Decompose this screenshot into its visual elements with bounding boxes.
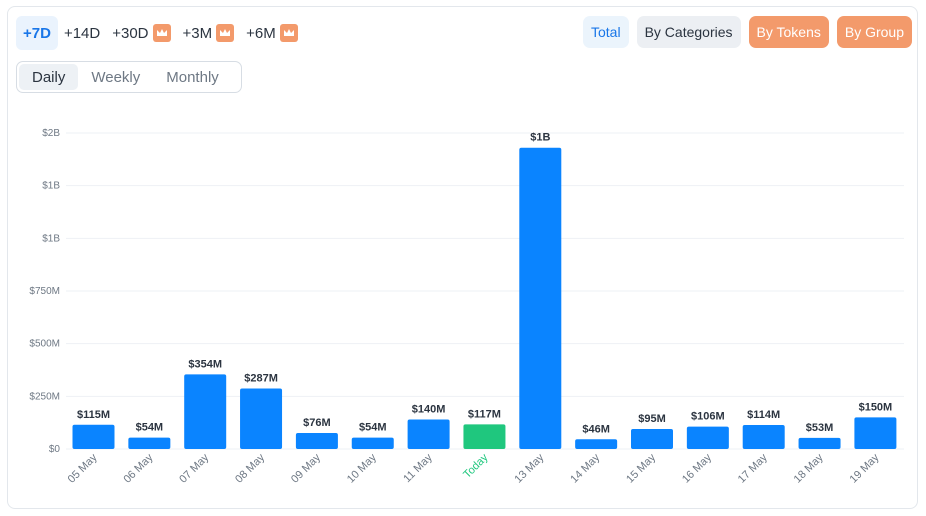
time-range-selector: +7D +14D +30D +3M +6M: [16, 16, 304, 50]
range-6m[interactable]: +6M: [240, 16, 304, 50]
y-tick-label: $2B: [42, 128, 60, 139]
range-label: +14D: [63, 24, 101, 42]
range-label: +7D: [23, 24, 51, 42]
x-tick-label: 15 May: [624, 451, 658, 485]
crown-icon: [216, 24, 235, 42]
bar[interactable]: [128, 437, 171, 449]
view-tokens-button[interactable]: By Tokens: [748, 16, 829, 48]
bar[interactable]: [463, 424, 506, 449]
data-label: $1B: [530, 132, 550, 144]
period-monthly[interactable]: Monthly: [166, 68, 219, 86]
data-label: $53M: [806, 422, 834, 434]
bar[interactable]: [295, 432, 338, 449]
bar[interactable]: [72, 424, 115, 449]
range-3m[interactable]: +3M: [177, 16, 241, 50]
data-label: $150M: [859, 401, 893, 413]
crown-icon: [279, 24, 298, 42]
y-tick-label: $0: [49, 444, 61, 455]
x-tick-label: 13 May: [512, 451, 546, 485]
range-label: +30D: [112, 24, 149, 42]
data-label: $95M: [638, 413, 666, 425]
x-tick-label: 17 May: [736, 451, 770, 485]
bar[interactable]: [854, 417, 897, 449]
data-label: $46M: [582, 423, 610, 435]
view-selector: Total By Categories By Tokens By Group: [583, 16, 912, 48]
bar[interactable]: [575, 439, 618, 449]
view-total-button[interactable]: Total: [583, 16, 629, 48]
y-tick-label: $750M: [29, 286, 60, 297]
range-14d[interactable]: +14D: [58, 16, 106, 50]
bar[interactable]: [519, 147, 562, 449]
range-label: +6M: [246, 24, 276, 42]
range-30d[interactable]: +30D: [106, 16, 176, 50]
bar[interactable]: [407, 419, 450, 449]
period-weekly[interactable]: Weekly: [91, 68, 141, 86]
x-tick-label: 08 May: [233, 451, 267, 485]
bar[interactable]: [184, 374, 227, 449]
x-tick-label: 14 May: [568, 451, 602, 485]
x-tick-label: 09 May: [289, 451, 323, 485]
x-tick-label: 19 May: [848, 451, 882, 485]
data-label: $354M: [188, 358, 222, 370]
x-tick-label: 05 May: [66, 451, 100, 485]
range-7d[interactable]: +7D: [16, 16, 58, 50]
view-group-button[interactable]: By Group: [836, 16, 912, 48]
bar[interactable]: [631, 428, 673, 449]
view-categories-button[interactable]: By Categories: [636, 16, 741, 48]
data-label: $54M: [359, 422, 387, 434]
data-label: $106M: [691, 411, 725, 423]
bar[interactable]: [686, 426, 729, 449]
x-tick-label: Today: [461, 451, 491, 481]
range-label: +3M: [182, 24, 213, 42]
data-label: $54M: [136, 422, 164, 434]
data-label: $140M: [412, 404, 446, 416]
x-tick-label: 18 May: [792, 451, 826, 485]
crown-icon: [152, 24, 171, 42]
x-tick-label: 11 May: [401, 451, 435, 485]
x-tick-label: 07 May: [177, 451, 211, 485]
y-tick-label: $1B: [42, 233, 60, 244]
x-tick-label: 10 May: [345, 451, 379, 485]
x-tick-label: 06 May: [121, 451, 155, 485]
data-label: $117M: [468, 408, 501, 420]
bar[interactable]: [742, 424, 785, 449]
bar[interactable]: [798, 437, 841, 449]
y-tick-label: $1B: [42, 181, 60, 192]
x-tick-label: 16 May: [680, 451, 714, 485]
bar[interactable]: [240, 388, 283, 449]
y-tick-label: $250M: [29, 391, 60, 402]
y-tick-label: $500M: [29, 339, 60, 350]
data-label: $115M: [77, 409, 110, 421]
period-daily[interactable]: Daily: [19, 64, 79, 90]
data-label: $76M: [303, 417, 331, 429]
period-toggle: Daily Weekly Monthly: [16, 61, 242, 93]
data-label: $114M: [747, 409, 780, 421]
bar[interactable]: [351, 437, 394, 449]
data-label: $287M: [244, 373, 278, 385]
